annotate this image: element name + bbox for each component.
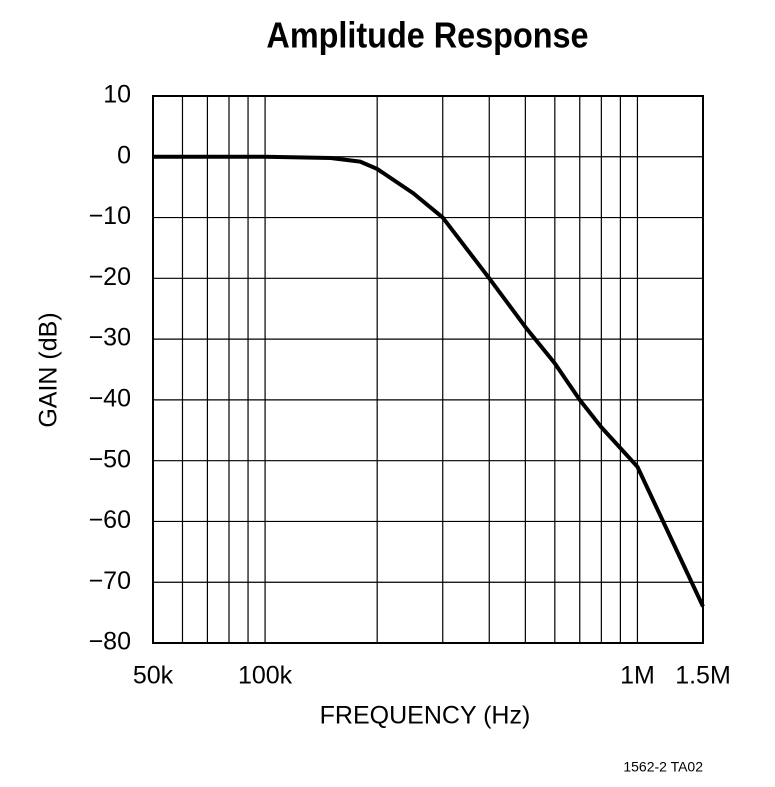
y-tick-label: 10	[103, 81, 131, 109]
y-tick-label: 0	[117, 141, 131, 169]
y-tick-label: −20	[89, 263, 131, 291]
data-line	[153, 154, 705, 608]
y-tick-label: −10	[89, 202, 131, 230]
y-tick-label: −30	[89, 324, 131, 352]
y-tick-label: −40	[89, 384, 131, 412]
x-tick-label: 1M	[620, 662, 655, 690]
footnote: 1562-2 TA02	[623, 759, 703, 775]
y-tick-label: −60	[89, 506, 131, 534]
chart-title: Amplitude Response	[266, 16, 588, 56]
y-axis-label: GAIN (dB)	[35, 312, 63, 427]
y-tick-label: −50	[89, 445, 131, 473]
y-tick-label: −80	[89, 628, 131, 656]
y-tick-label: −70	[89, 567, 131, 595]
x-tick-label: 50k	[133, 662, 174, 690]
x-axis-label: FREQUENCY (Hz)	[320, 702, 531, 730]
x-tick-label: 100k	[238, 662, 293, 690]
x-tick-label: 1.5M	[675, 662, 731, 690]
plot-frame	[152, 95, 704, 644]
